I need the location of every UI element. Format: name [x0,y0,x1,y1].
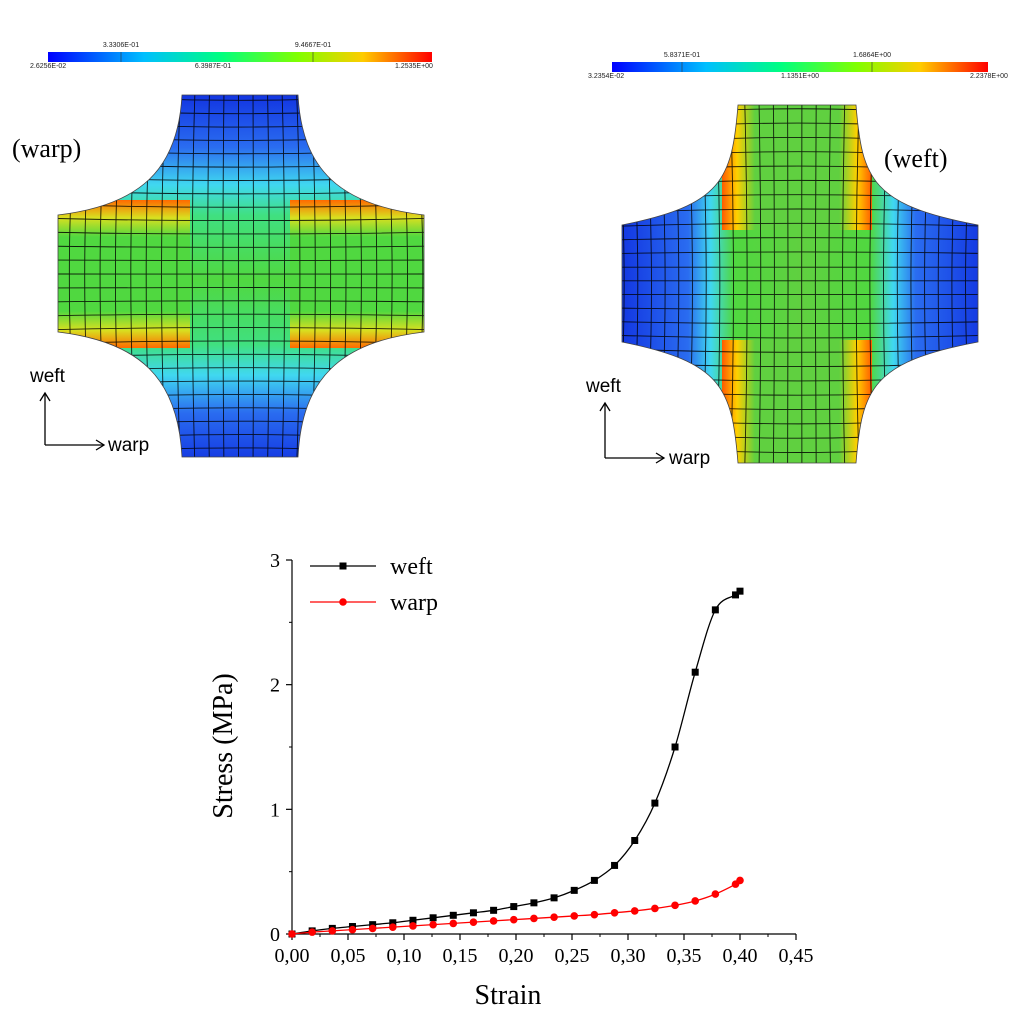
point-weft [590,876,598,884]
colorbar-weft-top-label-2: 1.6864E+00 [853,52,891,59]
point-weft [389,919,397,927]
x-tick-label: 0,35 [667,945,702,967]
point-warp [348,925,357,934]
point-warp [691,897,699,905]
x-tick-label: 0,15 [443,945,478,967]
point-weft [469,909,477,917]
colorbar-weft [612,62,988,72]
point-warp [731,880,740,888]
point-weft [550,894,558,902]
point-weft [369,921,377,929]
legend-label-warp: warp [390,590,438,616]
point-weft [611,861,619,869]
point-warp [409,922,417,930]
colorbar-weft-top-label-1: 5.8371E-01 [663,52,701,59]
point-warp [368,924,377,933]
point-weft [651,799,659,807]
point-weft [711,606,719,614]
colorbar-warp-bottom-label-3: 1.2535E+00 [395,63,433,70]
x-tick-label: 0,20 [499,945,534,967]
point-weft [530,899,538,907]
fem-panel-warp: 3.3306E-01 9.4667E-01 2.6256E-02 6.3987E… [0,0,512,480]
point-warp [530,914,538,923]
x-tick-label: 0,40 [723,945,758,967]
x-tick-label: 0,25 [555,945,590,967]
chart-legend: weft warp [310,554,438,616]
y-tick-label: 1 [270,799,280,821]
x-tick-label: 0,45 [779,945,814,967]
point-warp [489,917,498,925]
legend-marker-warp [339,598,347,606]
point-warp [389,923,397,931]
point-warp [550,913,558,921]
fem-canvas-weft [599,62,988,464]
x-tick-label: 0,30 [611,945,646,967]
y-tick-label: 2 [270,675,280,697]
point-weft [429,914,437,922]
axis-label-weft: weft [30,366,65,387]
colorbar-weft-bottom-label-3: 2.2378E+00 [970,73,1008,80]
point-warp [610,909,619,917]
point-weft [736,587,744,595]
colorbar-warp [48,52,432,62]
point-warp [328,927,337,935]
chart-x-axis-label: Strain [475,980,542,1011]
point-warp [469,918,478,926]
fem-canvas-warp [39,52,432,458]
colorbar-warp-bottom-label-2: 6.3987E-01 [194,63,232,70]
point-warp [590,910,599,919]
colorbar-weft-bottom-label-2: 1.1351E+00 [781,73,819,80]
chart-axes: 0,00 0,05 0,10 0,15 0,20 0,25 0,30 0,35 0,40 0,45… [270,550,814,967]
point-warp [651,904,659,913]
panel-title-warp: (warp) [12,134,82,163]
y-tick-label: 3 [270,550,280,572]
point-weft [328,924,336,932]
colorbar-warp-top-label-2: 9.4667E-01 [294,42,332,49]
colorbar-warp-bottom-label-1: 2.6256E-02 [30,63,67,70]
point-weft [308,927,316,935]
point-weft [409,916,417,924]
point-warp [449,919,458,928]
y-tick-label: 0 [270,924,280,946]
series-line-weft [291,590,741,935]
point-weft [732,591,740,599]
point-weft [490,906,498,914]
point-weft [691,668,699,676]
x-tick-label: 0,10 [387,945,422,967]
axis-indicator-warp [39,391,106,451]
point-weft [570,886,578,894]
point-warp [736,876,744,885]
axis-indicator-weft [599,401,666,464]
axis-label-warp-2: warp [669,448,711,469]
point-weft [449,911,457,919]
point-warp [711,890,720,898]
series-line-warp [291,879,741,935]
panel-title-weft: (weft) [884,144,948,173]
axis-label-weft-2: weft [586,376,621,397]
x-tick-label: 0,05 [331,945,366,967]
legend-marker-weft [339,562,347,570]
point-warp [630,907,639,915]
legend-label-weft: weft [390,554,433,580]
colorbar-warp-top-label-1: 3.3306E-01 [102,42,140,49]
fem-panel-weft: 5.8371E-01 1.6864E+00 3.2354E-02 1.1351E… [512,0,1024,480]
point-warp [509,915,518,924]
fem-mesh-warp [58,95,424,457]
point-warp [671,901,679,910]
chart-y-axis-label: Stress (MPa) [208,673,239,818]
x-tick-label: 0,00 [275,945,310,967]
colorbar-weft-bottom-label-1: 3.2354E-02 [588,73,625,80]
point-weft [288,930,296,938]
chart-series [288,587,744,938]
point-warp [570,912,579,920]
axis-label-warp: warp [108,435,150,456]
point-weft [631,837,639,844]
point-weft [348,923,356,931]
point-warp [288,930,296,938]
point-weft [510,903,518,911]
point-warp [429,920,437,929]
point-weft [671,743,679,751]
point-warp [308,928,316,936]
